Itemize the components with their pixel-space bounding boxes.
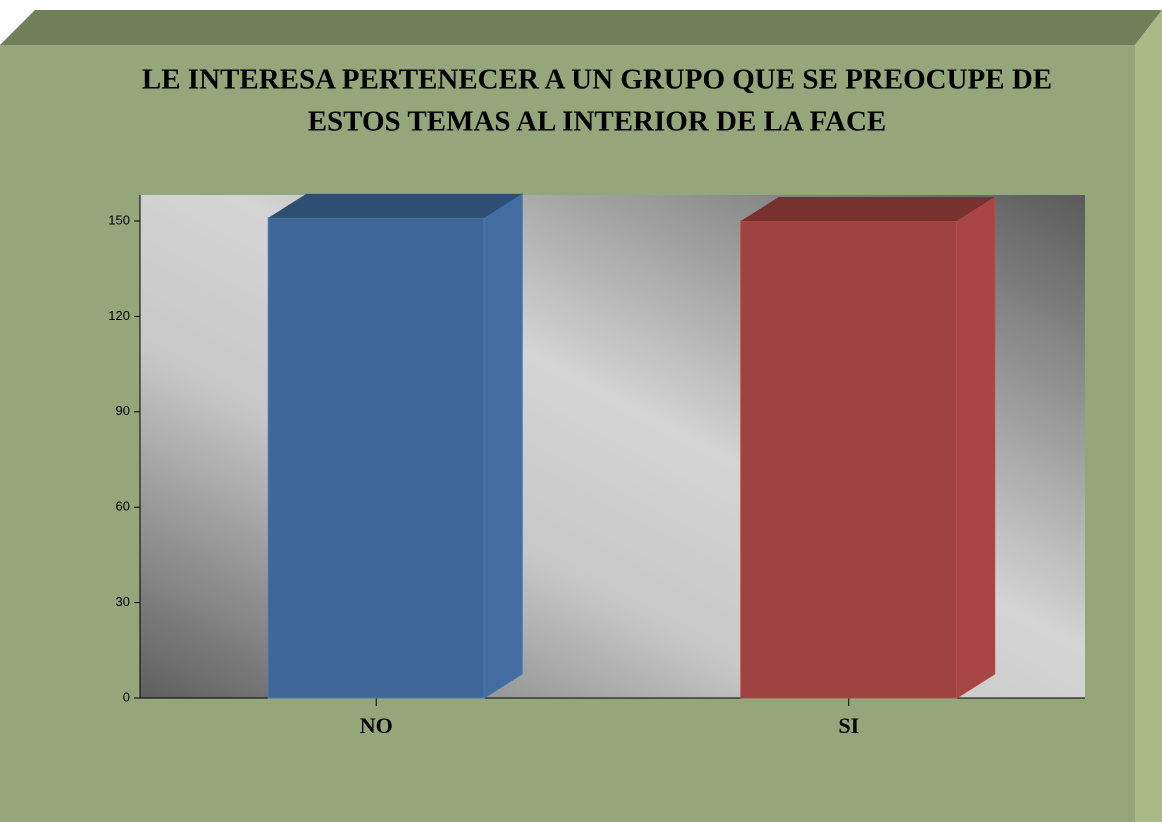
y-tick-label: 120 — [108, 308, 130, 323]
x-tick-label: SI — [838, 713, 859, 738]
bar-front — [740, 220, 958, 699]
bar — [740, 196, 996, 699]
chart-title: LE INTERESA PERTENECER A UN GRUPO QUE SE… — [142, 64, 1052, 96]
x-tick-label: NO — [360, 713, 393, 738]
bar — [267, 192, 523, 699]
chart-subtitle: ESTOS TEMAS AL INTERIOR DE LA FACE — [308, 106, 887, 138]
y-tick-label: 60 — [116, 499, 130, 514]
bar-top — [268, 193, 523, 218]
bar-top — [740, 197, 995, 221]
frame-side — [1135, 10, 1162, 822]
bar-side — [483, 192, 523, 699]
y-tick-label: 30 — [116, 594, 130, 609]
bar-front — [267, 217, 485, 699]
frame-top — [0, 10, 1162, 45]
y-tick-label: 150 — [108, 212, 130, 227]
y-tick-label: 90 — [116, 403, 130, 418]
y-tick-label: 0 — [123, 689, 130, 704]
bar-side — [956, 196, 996, 699]
